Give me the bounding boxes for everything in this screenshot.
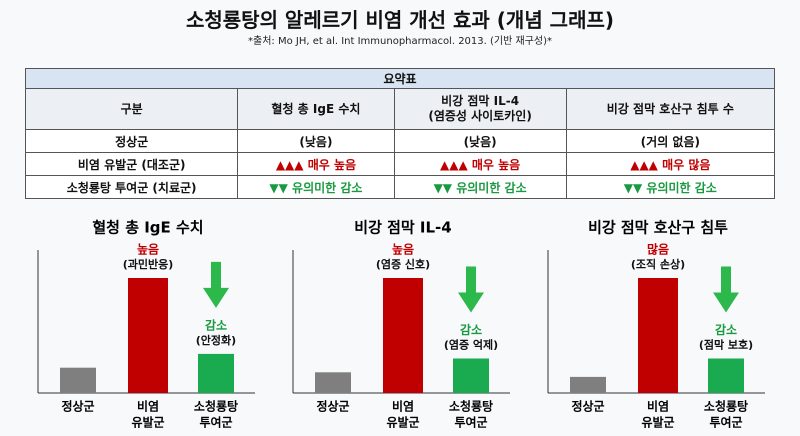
x-tick-label: 유발군: [386, 415, 419, 430]
bar: [198, 353, 234, 393]
x-tick-label: 비염: [392, 399, 414, 414]
table-row: 소청룡탕 투여군 (치료군) ▼▼ 유의미한 감소 ▼▼ 유의미한 감소 ▼▼ 유의미…: [24, 175, 776, 199]
table-cell: (낮음): [393, 129, 567, 153]
subtitle: *출처: Mo JH, et al. Int Immunopharmacol. …: [248, 36, 552, 47]
header-line: (염증성 사이토카인): [428, 109, 532, 123]
annotation: 높음: [392, 242, 414, 257]
annotation-note: (점막 보호): [699, 338, 753, 352]
bar: [708, 358, 744, 393]
table-cell: 정상군: [24, 129, 239, 153]
header-line: 비강 점막 호산구 침투 수: [606, 101, 734, 116]
table-cell: ▲▲▲ 매우 많음: [565, 152, 776, 176]
annotation-note: (조직 손상): [631, 257, 685, 271]
table-row: 비염 유발군 (대조군) ▲▲▲ 매우 높음 ▲▲▲ 매우 높음 ▲▲▲ 매우 많음: [24, 152, 776, 176]
table-cell: (거의 없음): [565, 129, 776, 153]
chart-title: 비강 점막 호산구 침투: [588, 219, 728, 237]
annotation: 감소: [205, 317, 227, 332]
x-tick-label: 비염: [647, 399, 669, 414]
x-tick-label: 유발군: [641, 415, 674, 430]
x-tick-label: 투여군: [454, 415, 487, 430]
column-header: 구분: [24, 88, 239, 130]
table-title: 요약표: [25, 68, 775, 89]
title: 소청룡탕의 알레르기 비염 개선 효과 (개념 그래프): [185, 8, 615, 32]
table-cell: ▼▼ 유의미한 감소: [393, 175, 567, 199]
header-line: 혈청 총 IgE 수치: [271, 101, 361, 116]
annotation: 감소: [715, 322, 737, 337]
arrow: [713, 266, 739, 313]
header-line: 구분: [120, 101, 143, 116]
annotation-note: (염증 신호): [376, 257, 430, 271]
table-cell: ▼▼ 유의미한 감소: [237, 175, 395, 199]
annotation: 많음: [647, 242, 669, 257]
bar: [638, 278, 678, 393]
column-header: 비강 점막 호산구 침투 수: [565, 88, 776, 130]
x-tick-label: 유발군: [131, 415, 164, 430]
bar: [315, 372, 351, 393]
table-row: 정상군 (낮음) (낮음) (거의 없음): [24, 129, 776, 153]
bar: [60, 367, 96, 393]
x-tick-label: 비염: [137, 399, 159, 414]
table-cell: ▲▲▲ 매우 높음: [237, 152, 395, 176]
chart-title: 혈청 총 IgE 수치: [92, 219, 203, 237]
bar: [453, 358, 489, 393]
column-header: 혈청 총 IgE 수치: [237, 88, 395, 130]
table-cell: ▲▲▲ 매우 높음: [393, 152, 567, 176]
summary-table: 요약표 구분 혈청 총 IgE 수치 비강 점막 IL-4 (염증성 사이토카인) 비강…: [24, 68, 776, 199]
x-tick-label: 투여군: [709, 415, 742, 430]
x-tick-label: 소청룡탕: [449, 399, 493, 414]
table-cell: (낮음): [237, 129, 395, 153]
annotation-note: (과민반응): [123, 257, 174, 271]
x-tick-label: 정상군: [571, 399, 604, 414]
arrow: [458, 266, 484, 313]
table-cell: 비염 유발군 (대조군): [24, 152, 239, 176]
x-tick-label: 정상군: [316, 399, 349, 414]
table-cell: ▼▼ 유의미한 감소: [565, 175, 776, 199]
x-tick-label: 소청룡탕: [194, 399, 238, 414]
arrow: [203, 261, 229, 308]
annotation-note: (염증 억제): [444, 338, 498, 352]
annotation: 감소: [460, 322, 482, 337]
annotation: 높음: [137, 242, 159, 257]
bar: [570, 376, 606, 393]
chart-title: 비강 점막 IL-4: [354, 219, 451, 237]
x-tick-label: 소청룡탕: [704, 399, 748, 414]
bar: [128, 278, 168, 393]
x-tick-label: 정상군: [61, 399, 94, 414]
column-header: 비강 점막 IL-4 (염증성 사이토카인): [393, 88, 567, 130]
header-row: 구분 혈청 총 IgE 수치 비강 점막 IL-4 (염증성 사이토카인) 비강 점막 …: [24, 88, 776, 130]
header-line: 비강 점막 IL-4: [441, 94, 520, 108]
annotation-note: (안정화): [196, 333, 236, 347]
bar: [383, 278, 423, 393]
table-cell: 소청룡탕 투여군 (치료군): [24, 175, 239, 199]
x-tick-label: 투여군: [199, 415, 232, 430]
